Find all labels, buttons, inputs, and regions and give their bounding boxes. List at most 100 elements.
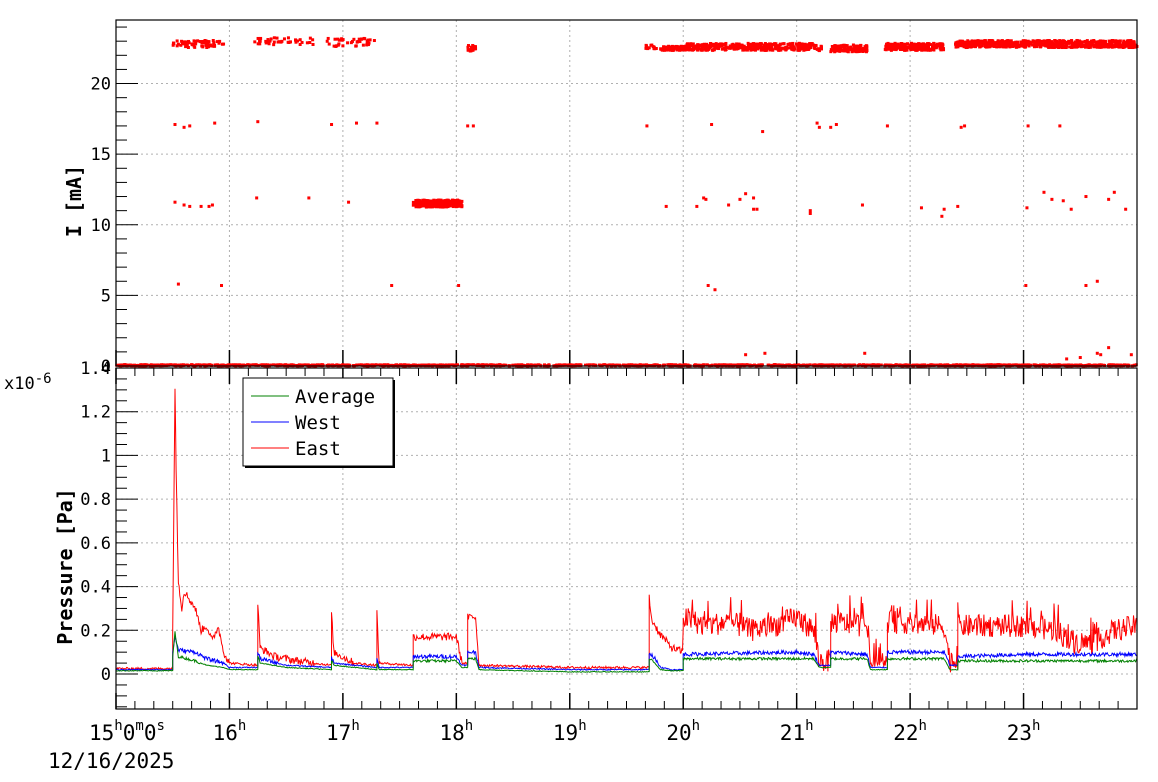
current-data-point — [752, 42, 756, 46]
current-data-point — [883, 47, 887, 51]
current-data-point — [169, 363, 173, 367]
current-data-point — [865, 363, 869, 367]
current-data-point — [1098, 40, 1102, 44]
current-data-point — [829, 48, 833, 52]
current-data-point — [932, 42, 936, 46]
current-data-point — [459, 201, 463, 205]
current-data-point — [961, 44, 965, 48]
current-data-point — [689, 48, 693, 52]
current-data-point — [959, 125, 963, 129]
current-data-point — [766, 363, 770, 367]
current-data-point — [664, 204, 668, 208]
current-data-point — [809, 46, 813, 50]
current-data-point — [929, 43, 933, 47]
x-tick-label-unit: m — [135, 718, 143, 734]
current-data-point — [958, 40, 962, 44]
x-tick-label-hour: 17 — [326, 721, 351, 745]
current-series — [115, 36, 1139, 368]
current-data-point — [308, 36, 312, 40]
current-data-point — [290, 363, 294, 367]
current-data-point — [854, 50, 858, 54]
current-data-point — [1064, 46, 1068, 50]
current-data-point — [634, 363, 638, 367]
current-data-point — [1031, 43, 1035, 47]
current-data-point — [456, 201, 460, 205]
current-data-point — [786, 46, 790, 50]
current-data-point — [915, 363, 919, 367]
current-data-point — [1084, 43, 1088, 47]
current-data-point — [779, 48, 783, 52]
current-data-point — [336, 43, 340, 47]
current-data-point — [1121, 44, 1125, 48]
current-data-point — [266, 38, 270, 42]
x-tick-label-hour: 16 — [213, 721, 238, 745]
current-data-point — [294, 40, 298, 44]
current-data-point — [205, 363, 209, 367]
current-data-point — [451, 363, 455, 367]
current-data-point — [894, 363, 898, 367]
current-data-point — [380, 363, 384, 367]
current-data-point — [720, 363, 724, 367]
current-data-point — [272, 43, 276, 47]
current-data-point — [441, 202, 445, 206]
current-data-point — [710, 123, 714, 127]
current-data-point — [182, 125, 186, 129]
current-data-point — [1107, 346, 1111, 350]
current-data-point — [838, 363, 842, 367]
current-data-point — [834, 49, 838, 53]
current-data-point — [1128, 42, 1132, 46]
current-data-point — [704, 48, 708, 52]
current-data-point — [886, 47, 890, 51]
current-data-point — [667, 46, 671, 50]
current-data-point — [1014, 40, 1018, 44]
current-data-point — [760, 363, 764, 367]
current-data-point — [439, 205, 443, 209]
current-data-point — [756, 47, 760, 51]
current-data-point — [350, 39, 354, 43]
current-data-point — [1079, 45, 1083, 49]
current-data-point — [1078, 356, 1082, 360]
current-data-point — [339, 38, 343, 42]
current-data-point — [504, 363, 508, 367]
current-data-point — [760, 45, 764, 49]
current-data-point — [259, 363, 263, 367]
current-data-point — [1068, 40, 1072, 44]
current-data-point — [957, 43, 961, 47]
current-data-point — [999, 43, 1003, 47]
current-data-point — [269, 37, 273, 41]
current-data-point — [640, 363, 644, 367]
current-data-point — [358, 40, 362, 44]
current-data-point — [1117, 363, 1121, 367]
legend-label-average: Average — [295, 386, 375, 408]
current-data-point — [679, 44, 683, 48]
current-data-point — [723, 48, 727, 52]
current-data-point — [421, 363, 425, 367]
current-data-point — [680, 48, 684, 52]
current-data-point — [811, 43, 815, 47]
x-axis-date-label: 12/16/2025 — [48, 749, 174, 773]
pressure-plot-frame — [115, 367, 1138, 710]
current-data-point — [259, 36, 263, 40]
current-data-point — [188, 204, 192, 208]
current-data-point — [1023, 42, 1027, 46]
current-data-point — [762, 45, 766, 49]
current-data-point — [849, 47, 853, 51]
current-data-point — [899, 42, 903, 46]
current-data-point — [372, 39, 376, 43]
current-data-point — [781, 42, 785, 46]
current-data-point — [650, 43, 654, 47]
x-tick-label-unit: h — [465, 718, 473, 734]
pressure-series-east — [115, 388, 1138, 673]
current-data-point — [1095, 41, 1099, 45]
current-data-point — [1129, 39, 1133, 43]
current-data-point — [434, 200, 438, 204]
current-data-point — [390, 284, 394, 288]
current-data-point — [152, 363, 156, 367]
current-data-point — [1121, 41, 1125, 45]
current-data-point — [419, 203, 423, 207]
current-data-point — [314, 363, 318, 367]
current-data-point — [1087, 40, 1091, 44]
current-data-point — [778, 43, 782, 47]
current-data-point — [386, 363, 390, 367]
current-data-point — [951, 363, 955, 367]
